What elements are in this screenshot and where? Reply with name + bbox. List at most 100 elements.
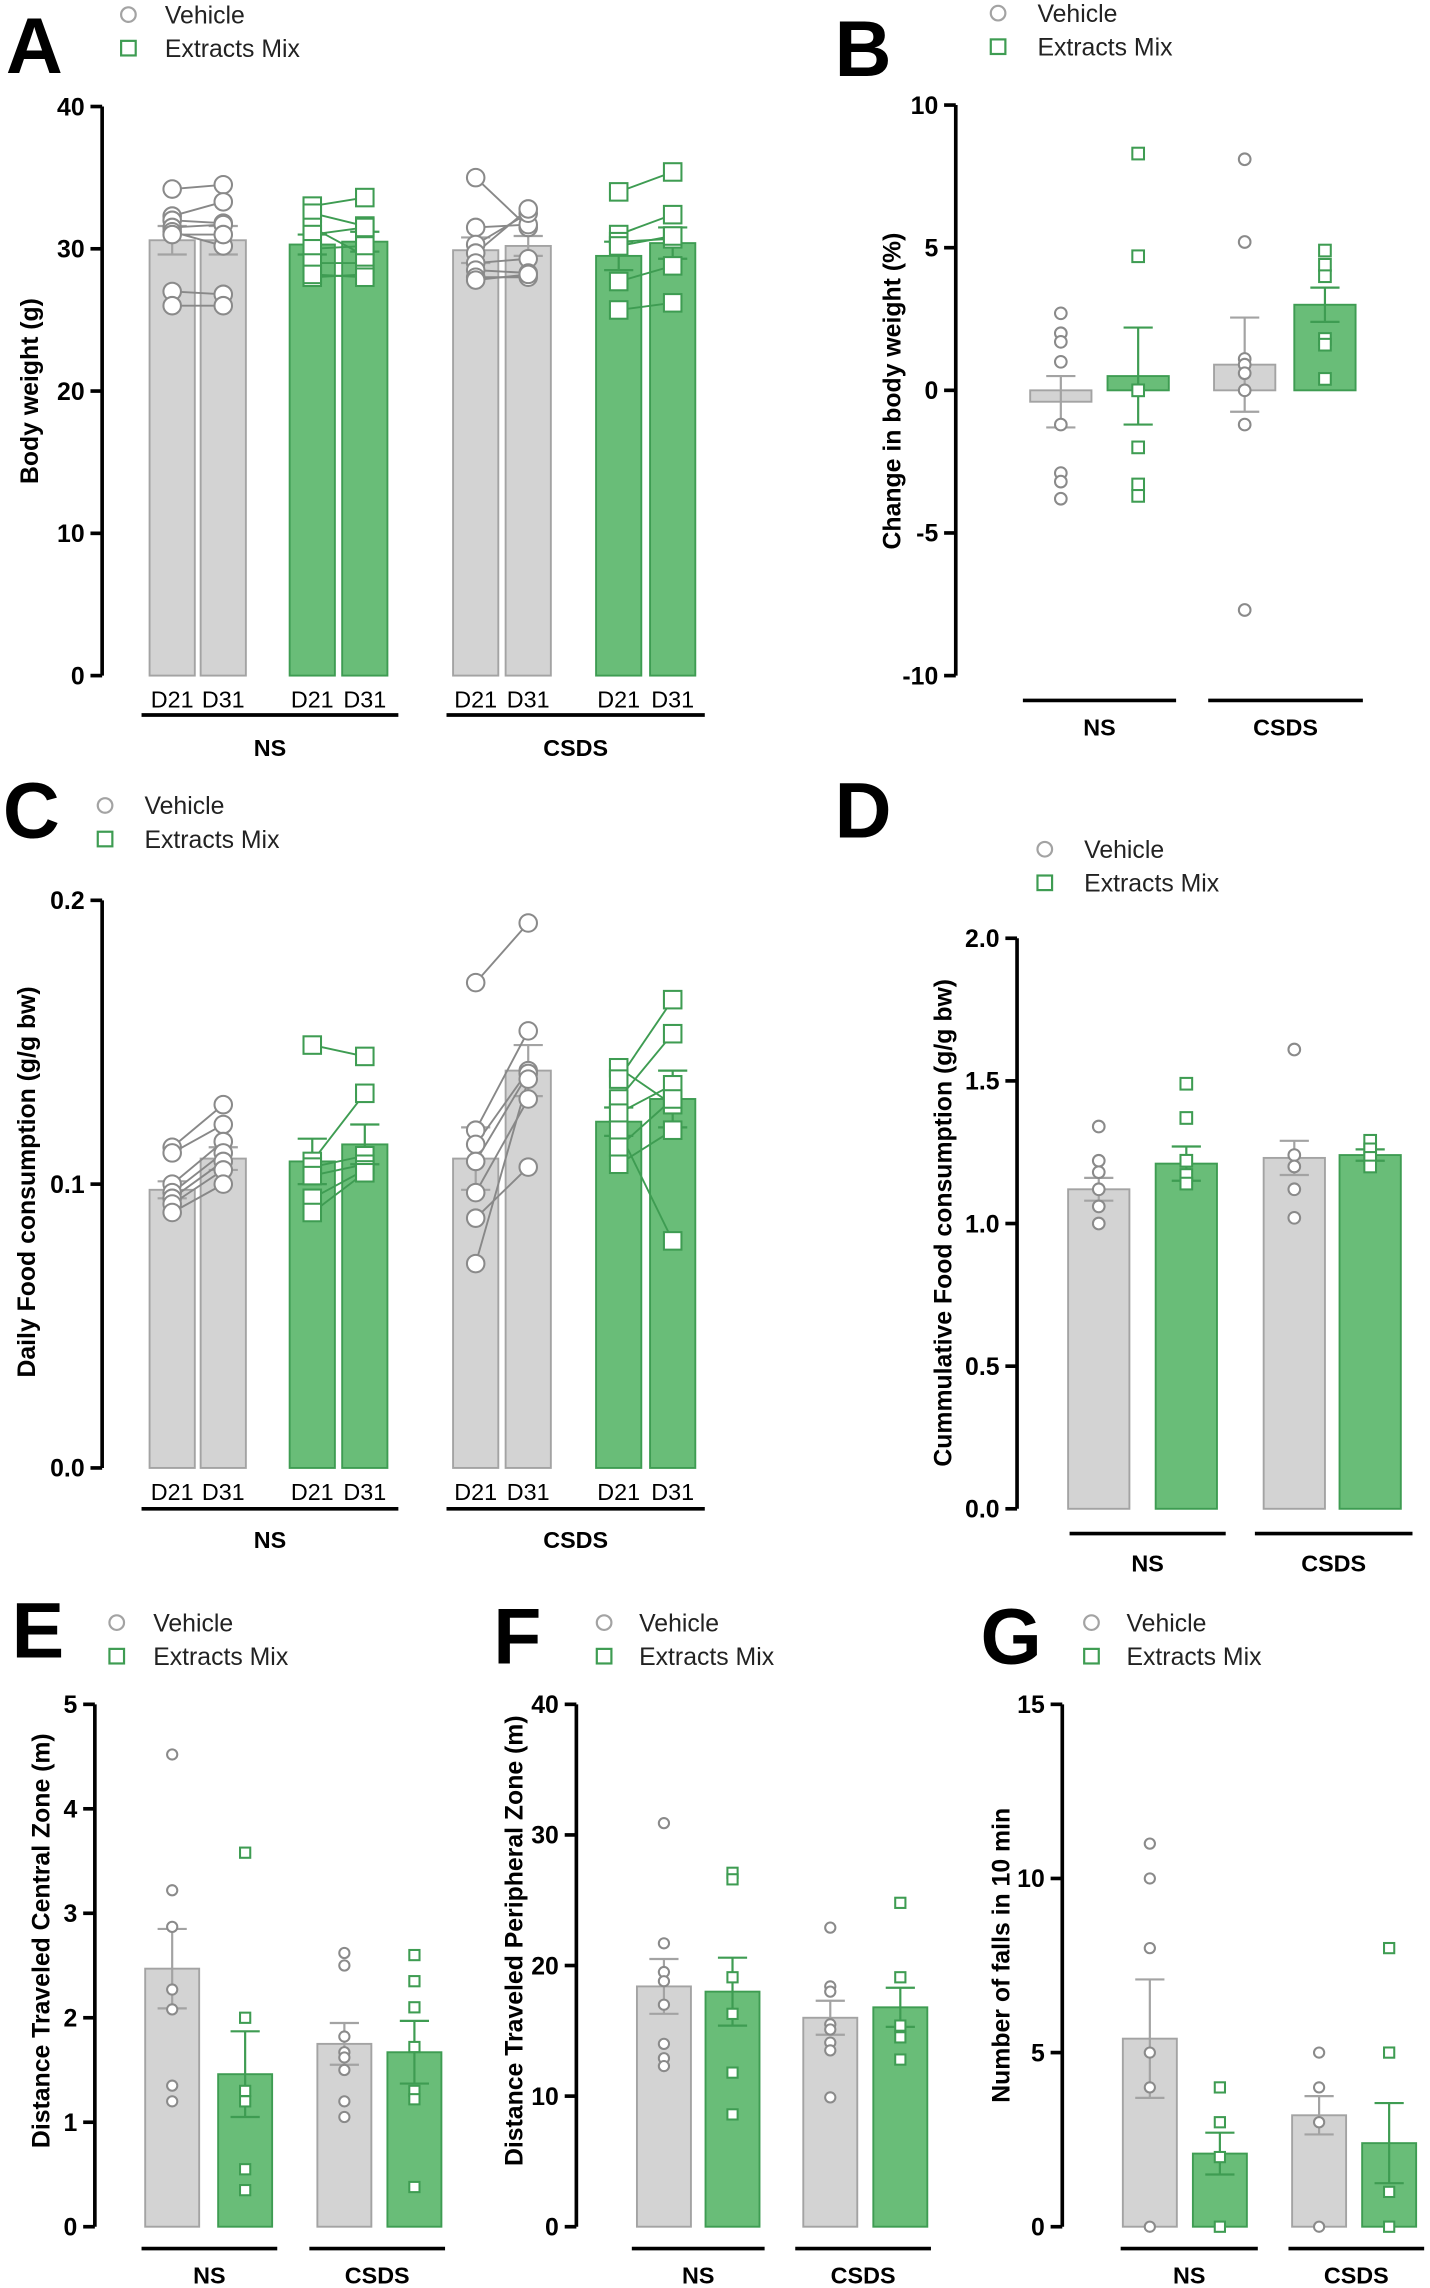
data-point-vehicle [518,1157,539,1177]
data-point-extracts-mix [726,2108,739,2121]
data-point-vehicle [166,2095,179,2108]
y-axis-label: Body weight (g) [17,298,44,484]
group-label: CSDS [1301,1551,1366,1577]
legend-label-extracts-mix: Extracts Mix [144,827,280,854]
data-point-vehicle [166,1884,179,1897]
data-point-vehicle [1053,417,1068,432]
x-sublabel: D31 [507,1479,550,1505]
y-tick-label: 3 [64,1901,78,1928]
x-sublabel: D31 [343,1479,386,1505]
y-tick-label: 0.0 [965,1497,999,1524]
data-point-vehicle [1091,1119,1106,1134]
bar-extracts-mix-ns [288,243,336,677]
data-point-extracts-mix [355,217,375,238]
data-point-extracts-mix [608,1137,629,1158]
data-point-extracts-mix [1318,269,1332,284]
data-point-vehicle [465,167,486,188]
bar-vehicle-ns [148,1188,196,1469]
data-point-vehicle [1143,1941,1156,1955]
y-tick-label: 20 [57,379,85,406]
x-sublabel: D21 [454,687,497,713]
data-point-extracts-mix [894,2031,907,2044]
y-tick-label: 5 [924,235,938,262]
legend-circle-icon [108,1614,126,1632]
x-sublabel: D21 [597,687,640,713]
data-point-extracts-mix [726,2007,739,2020]
group-label: CSDS [543,1527,608,1553]
panel-g: G Vehicle Extracts Mix Number of falls in 1… [981,1592,1425,2288]
x-sublabel: D21 [151,687,194,713]
y-tick-label: 1.0 [965,1211,999,1238]
group-label: NS [1083,714,1115,740]
group-label: CSDS [1253,714,1318,740]
y-axis-label: Distance Traveled Peripheral Zone (m) [501,1715,528,2166]
y-tick-label: 5 [1031,2040,1045,2067]
data-point-extracts-mix [1383,2185,1396,2199]
data-point-vehicle [518,1089,539,1109]
data-point-extracts-mix [662,162,683,182]
data-point-vehicle [213,295,234,316]
data-point-vehicle [824,1921,837,1934]
data-point-vehicle [1312,2116,1326,2129]
legend-label-vehicle: Vehicle [1084,837,1164,864]
data-point-extracts-mix [239,2163,252,2176]
data-point-vehicle [1091,1182,1106,1197]
panel-letter: D [835,767,892,855]
data-point-vehicle [1053,491,1068,506]
panel-c: C Vehicle Extracts Mix Daily Food consumpti… [3,767,705,1553]
data-point-vehicle [518,1069,539,1089]
bar-extracts-mix-csds [649,242,697,677]
data-point-extracts-mix [608,182,629,202]
paired-line [171,1103,224,1148]
y-tick-label: 5 [64,1692,78,1719]
data-point-vehicle [338,2110,351,2124]
paired-line [311,1092,366,1163]
y-tick-label: 20 [531,1953,559,1980]
bar-extracts-mix-csds [595,1120,643,1469]
y-tick-label: 10 [1017,1866,1045,1893]
data-point-vehicle [1053,334,1068,349]
data-point-vehicle [166,2079,179,2092]
legend-label-extracts-mix: Extracts Mix [153,1644,289,1671]
data-point-extracts-mix [662,1231,683,1251]
data-point-extracts-mix [355,1046,375,1067]
legend-square-icon [595,1647,613,1665]
data-point-extracts-mix [1213,2116,1227,2129]
data-point-extracts-mix [894,1971,907,1984]
data-point-vehicle [213,1094,234,1115]
data-point-vehicle [657,1998,671,2011]
data-point-extracts-mix [408,2001,421,2014]
data-point-vehicle [213,1174,234,1194]
legend-circle-icon [96,797,114,814]
x-sublabel: D31 [202,1479,245,1505]
data-point-vehicle [338,2051,351,2064]
data-point-vehicle [162,224,182,245]
data-point-extracts-mix [662,1089,683,1109]
bar-vehicle-ns [635,1985,692,2228]
data-point-vehicle [1091,1165,1106,1180]
data-point-vehicle [1312,2046,1326,2059]
data-point-vehicle [657,1975,671,1988]
data-point-vehicle [1237,152,1252,167]
data-point-vehicle [1237,383,1252,398]
y-tick-label: -10 [902,663,938,690]
panel-d: D Vehicle Extracts Mix Cummulative Food con… [835,767,1413,1577]
y-axis-label: Change in body weight (%) [879,233,906,550]
bar-vehicle-csds [504,244,552,677]
bar-vehicle-ns [1067,1188,1131,1510]
group-label: CSDS [543,735,608,761]
data-point-extracts-mix [355,187,375,208]
data-point-extracts-mix [894,2019,907,2032]
data-point-vehicle [1312,2081,1326,2094]
data-point-extracts-mix [1131,249,1146,264]
y-tick-label: 0 [1031,2214,1045,2241]
data-point-extracts-mix [1131,489,1146,503]
data-point-vehicle [1053,354,1068,369]
legend-label-vehicle: Vehicle [144,793,224,820]
panel-f: F Vehicle Extracts Mix Distance Traveled Pe… [493,1592,931,2288]
data-point-vehicle [166,2003,179,2016]
data-point-vehicle [465,270,486,290]
bar-vehicle-csds [452,249,500,677]
x-sublabel: D21 [291,1479,334,1505]
data-point-extracts-mix [1318,243,1332,258]
